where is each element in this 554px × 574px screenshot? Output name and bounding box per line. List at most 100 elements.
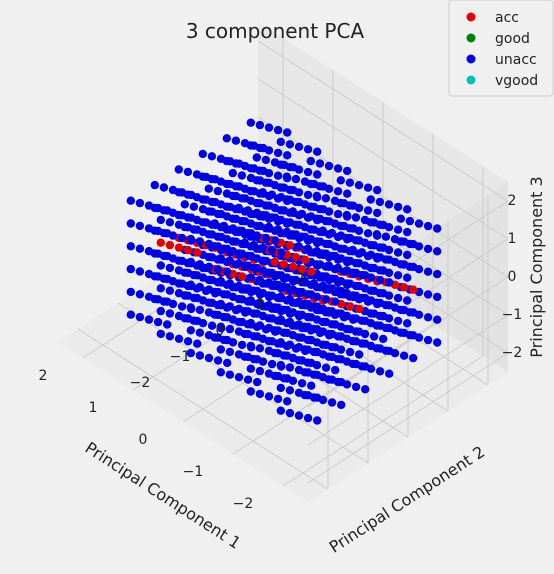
y-tick-label: −1 <box>170 349 191 365</box>
data-point-unacc <box>226 348 234 356</box>
data-point-unacc <box>256 276 264 284</box>
data-point-unacc <box>241 194 249 202</box>
data-point-unacc <box>163 252 171 260</box>
data-point-unacc <box>379 221 387 229</box>
data-point-unacc <box>379 266 387 274</box>
data-point-unacc <box>127 219 135 227</box>
data-point-unacc <box>325 261 333 269</box>
data-point-unacc <box>277 271 285 279</box>
data-point-unacc <box>280 161 288 169</box>
data-point-unacc <box>328 376 336 384</box>
data-point-unacc <box>262 211 270 219</box>
data-point-unacc <box>238 171 246 179</box>
data-point-unacc <box>394 294 402 302</box>
data-point-unacc <box>325 240 333 248</box>
data-point-unacc <box>316 215 324 223</box>
data-point-unacc <box>328 307 336 315</box>
legend-label-unacc: unacc <box>495 52 537 68</box>
data-point-unacc <box>196 306 204 314</box>
data-point-unacc <box>163 275 171 283</box>
data-point-unacc <box>271 236 279 244</box>
data-point-unacc <box>403 228 411 236</box>
data-point-unacc <box>205 185 213 193</box>
data-point-unacc <box>415 219 423 227</box>
data-point-unacc <box>163 206 171 214</box>
data-point-unacc <box>145 224 153 232</box>
data-point-unacc <box>376 322 384 330</box>
data-point-unacc <box>367 195 375 203</box>
data-point-unacc <box>433 293 441 301</box>
data-point-unacc <box>226 371 234 379</box>
data-point-unacc <box>310 226 318 234</box>
y-tick-label: 1 <box>256 297 265 313</box>
data-point-unacc <box>223 245 231 253</box>
data-point-unacc <box>223 290 231 298</box>
data-point-unacc <box>400 352 408 360</box>
data-point-unacc <box>250 187 258 195</box>
data-point-unacc <box>307 212 315 220</box>
data-point-unacc <box>331 298 339 306</box>
data-point-acc <box>346 302 354 310</box>
data-point-unacc <box>361 271 369 279</box>
data-point-unacc <box>424 268 432 276</box>
data-point-unacc <box>265 324 273 332</box>
data-point-unacc <box>349 202 357 210</box>
data-point-unacc <box>295 366 303 374</box>
data-point-unacc <box>424 336 432 344</box>
data-point-unacc <box>313 371 321 379</box>
data-point-unacc <box>370 264 378 272</box>
data-point-unacc <box>334 210 342 218</box>
data-point-unacc <box>394 203 402 211</box>
data-point-unacc <box>346 280 354 288</box>
data-point-unacc <box>253 378 261 386</box>
data-point-unacc <box>223 313 231 321</box>
data-point-unacc <box>277 361 285 369</box>
data-point-unacc <box>301 177 309 185</box>
data-point-unacc <box>145 201 153 209</box>
data-point-unacc <box>409 308 417 316</box>
data-point-unacc <box>265 369 273 377</box>
data-point-acc <box>409 286 417 294</box>
data-point-unacc <box>295 242 303 250</box>
data-point-unacc <box>226 325 234 333</box>
data-point-unacc <box>376 367 384 375</box>
data-point-unacc <box>199 205 207 213</box>
data-point-unacc <box>274 304 282 312</box>
data-point-unacc <box>298 311 306 319</box>
data-point-unacc <box>154 318 162 326</box>
data-point-unacc <box>220 222 228 230</box>
data-point-unacc <box>214 187 222 195</box>
data-point-unacc <box>364 229 372 237</box>
data-point-unacc <box>196 329 204 337</box>
data-point-unacc <box>256 367 264 375</box>
data-point-unacc <box>355 236 363 244</box>
data-point-unacc <box>166 309 174 317</box>
data-point-unacc <box>205 331 213 339</box>
data-point-unacc <box>238 250 246 258</box>
data-point-unacc <box>205 263 213 271</box>
data-point-unacc <box>256 222 264 230</box>
data-point-unacc <box>340 245 348 253</box>
data-point-unacc <box>304 414 312 422</box>
data-point-unacc <box>208 208 216 216</box>
data-point-unacc <box>304 391 312 399</box>
y-tick-label: −2 <box>130 375 151 391</box>
data-point-acc <box>166 241 174 249</box>
data-point-unacc <box>295 389 303 397</box>
data-point-unacc <box>256 121 264 129</box>
data-point-unacc <box>244 330 252 338</box>
data-point-unacc <box>154 295 162 303</box>
data-point-unacc <box>379 244 387 252</box>
data-point-unacc <box>352 383 360 391</box>
data-point-unacc <box>217 155 225 163</box>
data-point-unacc <box>313 302 321 310</box>
data-point-unacc <box>289 163 297 171</box>
data-point-unacc <box>127 288 135 296</box>
data-point-unacc <box>307 382 315 390</box>
data-point-unacc <box>265 392 273 400</box>
data-point-unacc <box>304 145 312 153</box>
data-point-unacc <box>163 320 171 328</box>
legend-marker-good <box>467 34 476 43</box>
data-point-unacc <box>355 181 363 189</box>
data-point-unacc <box>283 306 291 314</box>
